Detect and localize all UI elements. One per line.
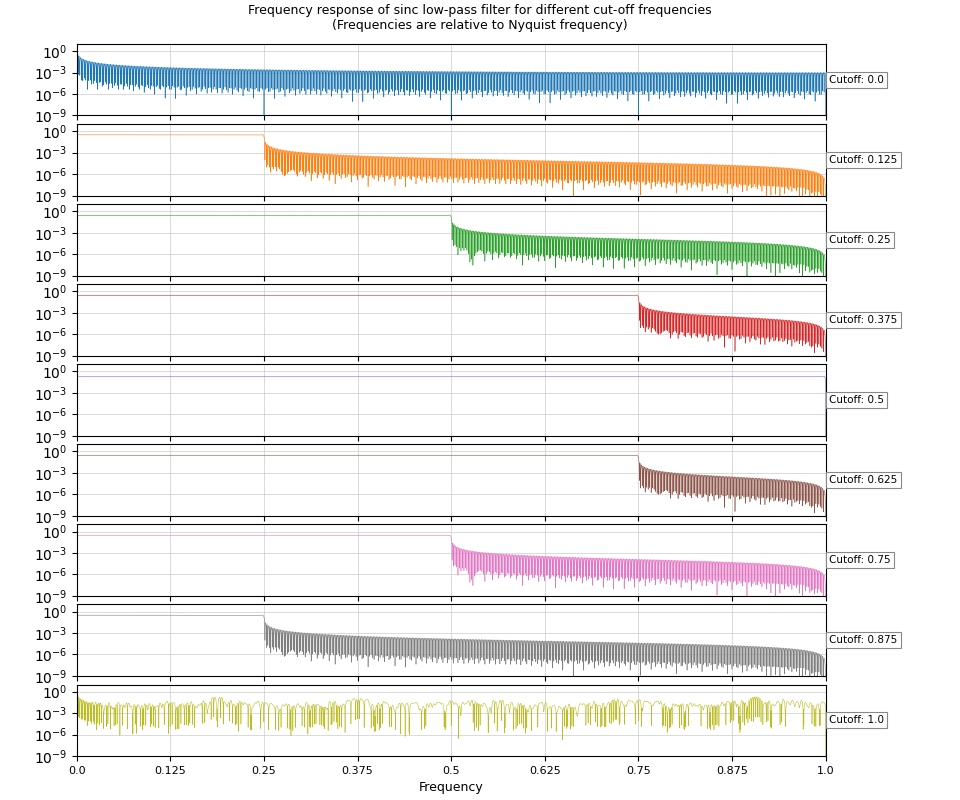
Text: Cutoff: 0.0: Cutoff: 0.0 bbox=[829, 74, 884, 85]
Text: Cutoff: 1.0: Cutoff: 1.0 bbox=[829, 715, 884, 726]
Text: Cutoff: 0.625: Cutoff: 0.625 bbox=[829, 475, 898, 485]
Text: Cutoff: 0.125: Cutoff: 0.125 bbox=[829, 155, 898, 165]
Text: Cutoff: 0.375: Cutoff: 0.375 bbox=[829, 315, 898, 325]
Text: Cutoff: 0.5: Cutoff: 0.5 bbox=[829, 395, 884, 405]
Text: Cutoff: 0.875: Cutoff: 0.875 bbox=[829, 635, 898, 645]
Text: Frequency response of sinc low-pass filter for different cut-off frequencies
(Fr: Frequency response of sinc low-pass filt… bbox=[249, 4, 711, 32]
Text: Cutoff: 0.75: Cutoff: 0.75 bbox=[829, 555, 891, 565]
Text: Cutoff: 0.25: Cutoff: 0.25 bbox=[829, 235, 891, 245]
X-axis label: Frequency: Frequency bbox=[419, 782, 484, 794]
